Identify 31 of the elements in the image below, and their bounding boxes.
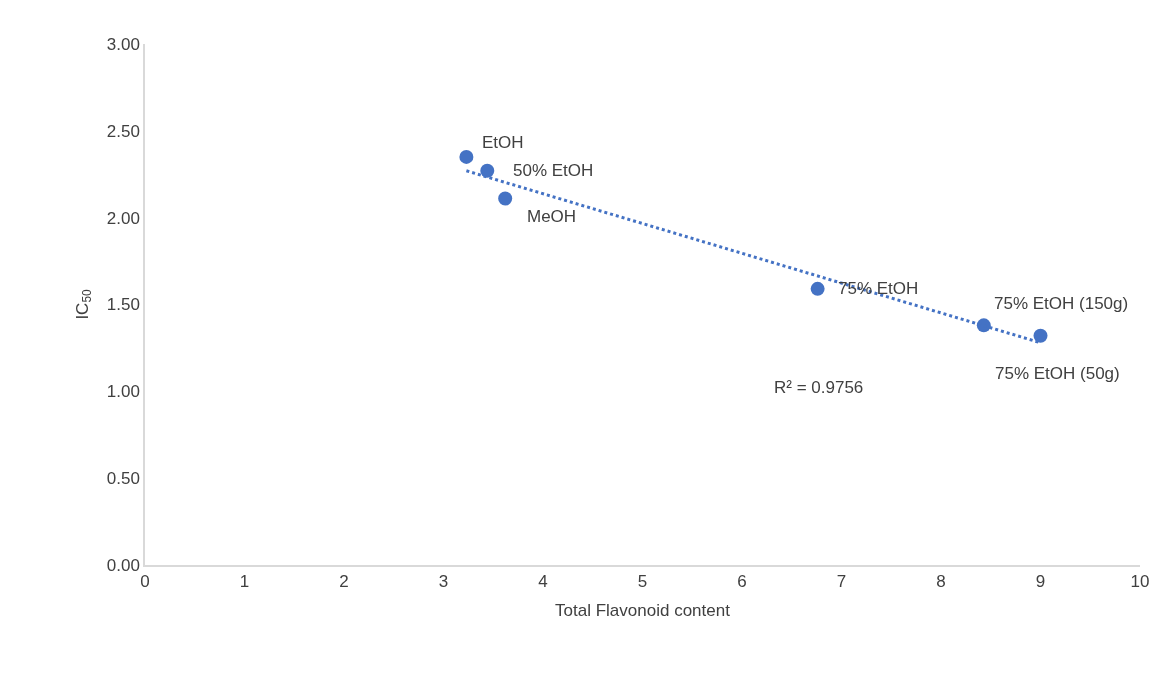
x-tick-label: 7 bbox=[836, 572, 847, 592]
y-tick-label: 1.00 bbox=[106, 382, 140, 402]
annotation: 75% EtOH (50g) bbox=[995, 364, 1120, 383]
x-tick-label: 10 bbox=[1130, 572, 1150, 592]
x-tick-label: 1 bbox=[239, 572, 250, 592]
annotation: 75% EtOH bbox=[838, 279, 919, 298]
y-tick-label: 2.50 bbox=[106, 121, 140, 141]
x-tick-label: 9 bbox=[1035, 572, 1046, 592]
x-tick-label: 4 bbox=[538, 572, 548, 592]
y-tick-label: 0.50 bbox=[106, 469, 140, 489]
annotation: 50% EtOH bbox=[513, 161, 594, 180]
point bbox=[459, 149, 474, 164]
y-tick-label: 2.00 bbox=[106, 208, 140, 228]
x-axis-title: Total Flavonoid content bbox=[555, 601, 731, 621]
y-tick-label: 1.50 bbox=[106, 295, 140, 315]
point bbox=[498, 191, 513, 206]
point bbox=[480, 163, 495, 178]
point bbox=[1033, 328, 1048, 343]
point bbox=[810, 281, 825, 296]
x-tick-label: 6 bbox=[737, 572, 747, 592]
x-tick-label: 3 bbox=[438, 572, 449, 592]
annotation: 75% EtOH (150g) bbox=[994, 294, 1129, 313]
annotation: EtOH bbox=[482, 133, 524, 152]
x-tick-label: 2 bbox=[339, 572, 349, 592]
x-tick-label: 0 bbox=[140, 572, 150, 592]
y-tick-label: 0.00 bbox=[106, 555, 140, 575]
x-tick-label: 8 bbox=[936, 572, 946, 592]
x-tick-label: 5 bbox=[637, 572, 648, 592]
annotation: MeOH bbox=[527, 207, 577, 226]
y-tick-label: 3.00 bbox=[106, 34, 140, 54]
annotation: R² = 0.9756 bbox=[774, 378, 864, 397]
